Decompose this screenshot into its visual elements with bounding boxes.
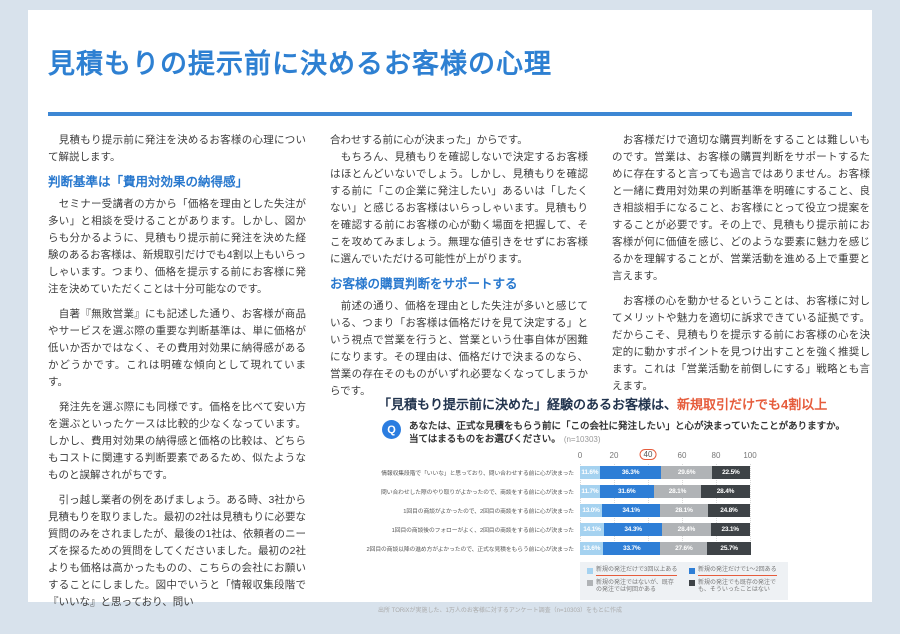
legend-swatch	[689, 580, 695, 586]
axis-tick: 20	[609, 451, 619, 460]
row-label-text: 1回目の商談がよかったので、2回目の商談をする前に心が決まった	[403, 509, 574, 515]
bar-segment: 28.1%	[653, 485, 702, 498]
legend-item: 新規の発注だけで1〜2回ある	[689, 567, 781, 576]
bar-segment: 28.1%	[660, 504, 708, 517]
axis-tick: 80	[711, 451, 721, 460]
row-label-text: 情報収集段階で「いいな」と思っており、問い合わせする前に心が決まった	[381, 471, 574, 477]
legend-item: 新規の発注だけで3回以上ある	[587, 567, 679, 576]
survey-chart: 「見積もり提示前に決めた」経験のあるお客様は、新規取引だけでも4割以上 Q あな…	[366, 394, 862, 614]
axis-tick: 100	[743, 451, 757, 460]
stacked-bar: 13.0% 34.1% 28.1% 24.8%	[580, 504, 750, 517]
legend-label: 新規の発注だけで1〜2回ある	[698, 567, 777, 576]
paragraph: 見積もり提示前に発注を決めるお客様の心理について解説します。	[48, 134, 306, 163]
bar-segment: 14.1%	[580, 523, 604, 536]
legend-item: 新規の発注でも既存の発注でも、そういったことはない	[689, 580, 781, 595]
bar-segment: 33.7%	[603, 542, 661, 555]
stacked-bar: 11.6% 36.3% 29.6% 22.5%	[580, 466, 750, 479]
bar-segment: 23.1%	[710, 523, 750, 536]
bar-segment: 29.6%	[661, 466, 712, 479]
section-heading-support: お客様の購買判断をサポートする	[330, 277, 518, 291]
paragraph: 引っ越し業者の例をあげましょう。ある時、3社から見積もりを取りました。最初の2社…	[48, 494, 306, 608]
bar-segment: 34.3%	[603, 523, 663, 536]
paragraph: お客様だけで適切な購買判断をすることは難しいものです。営業は、お客様の購買判断を…	[612, 134, 870, 282]
legend-label: 新規の発注ではないが、既存の発注では何回かある	[596, 579, 674, 594]
bar-segment: 27.6%	[660, 542, 708, 555]
chart-question: Q あなたは、正式な見積をもらう前に「この会社に発注したい」と心が決まっていたこ…	[366, 420, 862, 446]
chart-title-highlight: 新規取引だけでも4割以上	[677, 397, 828, 412]
chart-source-note: 出所 TORiXが実施した、1万人のお客様に対するアンケート調査（n=10303…	[378, 607, 623, 614]
question-line1: あなたは、正式な見積をもらう前に「この会社に発注したい」と心が決まっていたことが…	[409, 421, 845, 432]
question-icon: Q	[382, 420, 401, 439]
text-column-3: お客様だけで適切な購買判断をすることは難しいものです。営業は、お客様の購買判断を…	[612, 132, 870, 403]
paragraph: もちろん、見積もりを確認しないで決定するお客様はほとんどいないでしょう。しかし、…	[330, 151, 588, 265]
bar-segment: 31.6%	[599, 485, 654, 498]
bar-segment: 24.8%	[707, 504, 750, 517]
bar-row: 問い合わせした際のやり取りがよかったので、商談をする前に心が決まった 11.7% 3…	[366, 485, 862, 498]
gridline	[750, 464, 751, 555]
paragraph: 合わせする前に心が決まった」からです。	[330, 134, 528, 146]
sample-size: (n=10303)	[563, 435, 601, 444]
row-label: 問い合わせした際のやり取りがよかったので、商談をする前に心が決まった	[366, 487, 574, 496]
row-label: 情報収集段階で「いいな」と思っており、問い合わせする前に心が決まった	[366, 468, 574, 477]
bar-row: 情報収集段階で「いいな」と思っており、問い合わせする前に心が決まった 11.6% 3…	[366, 466, 862, 479]
row-label: 1回目の商談がよかったので、2回目の商談をする前に心が決まった	[366, 506, 574, 515]
section-heading-criteria: 判断基準は「費用対効果の納得感」	[48, 175, 249, 189]
stacked-bar: 13.6% 33.7% 27.6% 25.7%	[580, 542, 751, 555]
text-column-1: 見積もり提示前に発注を決めるお客様の心理について解説します。 判断基準は「費用対…	[48, 132, 306, 619]
axis-tick: 0	[577, 451, 583, 460]
question-line2: 当てはまるものをお選びください。	[409, 434, 561, 445]
bar-segment: 28.4%	[662, 523, 711, 536]
x-axis: 0 20 40 60 80 100	[366, 449, 862, 464]
bar-rows: 情報収集段階で「いいな」と思っており、問い合わせする前に心が決まった 11.6% 3…	[366, 464, 862, 555]
chart-title-main: 「見積もり提示前に決めた」経験のあるお客様は、	[378, 397, 678, 412]
legend-item: 新規の発注ではないが、既存の発注では何回かある	[587, 580, 679, 595]
bar-segment: 36.3%	[599, 466, 662, 479]
bar-row: 1回目の商談後のフォローがよく、2回目の商談をする前に心が決まった 14.1% 34…	[366, 523, 862, 536]
bar-row: 1回目の商談がよかったので、2回目の商談をする前に心が決まった 13.0% 34.1…	[366, 504, 862, 517]
bar-row: 2回目の商談以降の進め方がよかったので、正式な見積をもらう前に心が決まった 13.…	[366, 542, 862, 555]
stacked-bar: 11.7% 31.6% 28.1% 28.4%	[580, 485, 750, 498]
legend-swatch	[689, 567, 695, 574]
bar-segment: 11.7%	[580, 485, 600, 498]
axis-tick-highlighted: 40	[639, 449, 657, 460]
row-label-text: 2回目の商談以降の進め方がよかったので、正式な見積をもらう前に心が決まった	[366, 547, 574, 553]
legend-label: 新規の発注でも既存の発注でも、そういったことはない	[698, 579, 777, 594]
question-text: あなたは、正式な見積をもらう前に「この会社に発注したい」と心が決まっていたことが…	[409, 420, 845, 446]
bar-plot: 0 20 40 60 80 100 情報収集段階で「いいな」と思っており、問い合わせする前…	[366, 449, 862, 555]
bar-segment: 25.7%	[707, 542, 751, 555]
paragraph: お客様の心を動かせるということは、お客様に対してメリットや魅力を適切に訴求できて…	[612, 295, 870, 392]
paragraph: セミナー受講者の方から「価格を理由とした失注が多い」と相談を受けることがあります…	[48, 198, 306, 295]
bar-segment: 11.6%	[580, 466, 600, 479]
bar-segment: 28.4%	[701, 485, 750, 498]
bar-segment: 13.0%	[580, 504, 603, 517]
stacked-bar: 14.1% 34.3% 28.4% 23.1%	[580, 523, 750, 536]
chart-legend: 新規の発注だけで3回以上ある 新規の発注だけで1〜2回ある新規の発注ではないが、既…	[580, 562, 788, 600]
row-label: 2回目の商談以降の進め方がよかったので、正式な見積をもらう前に心が決まった	[366, 544, 574, 553]
chart-title: 「見積もり提示前に決めた」経験のあるお客様は、新規取引だけでも4割以上	[366, 394, 862, 413]
article-card: 見積もりの提示前に決めるお客様の心理 見積もり提示前に発注を決めるお客様の心理に…	[28, 10, 872, 614]
page-title: 見積もりの提示前に決めるお客様の心理	[48, 49, 552, 79]
row-label-text: 問い合わせした際のやり取りがよかったので、商談をする前に心が決まった	[381, 490, 574, 496]
row-label: 1回目の商談後のフォローがよく、2回目の商談をする前に心が決まった	[366, 525, 574, 534]
paragraph: 前述の通り、価格を理由とした失注が多いと感じている、つまり「お客様は価格だけを見…	[330, 300, 588, 397]
text-column-2: 合わせする前に心が決まった」からです。 もちろん、見積もりを確認しないで決定する…	[330, 132, 588, 408]
bar-segment: 13.6%	[580, 542, 604, 555]
paragraph: 発注先を選ぶ際にも同様です。価格を比べて安い方を選ぶといったケースは比較的少なく…	[48, 401, 306, 481]
paragraph: 自著『無敗営業』にも記述した通り、お客様が商品やサービスを選ぶ際の重要な判断基準…	[48, 308, 306, 388]
legend-swatch	[587, 567, 593, 574]
bar-segment: 22.5%	[711, 466, 750, 479]
bar-segment: 34.1%	[602, 504, 661, 517]
legend-swatch	[587, 580, 593, 586]
title-divider	[48, 112, 852, 116]
axis-tick: 60	[677, 451, 687, 460]
legend-label: 新規の発注だけで3回以上ある	[596, 567, 678, 576]
row-label-text: 1回目の商談後のフォローがよく、2回目の商談をする前に心が決まった	[391, 528, 574, 534]
